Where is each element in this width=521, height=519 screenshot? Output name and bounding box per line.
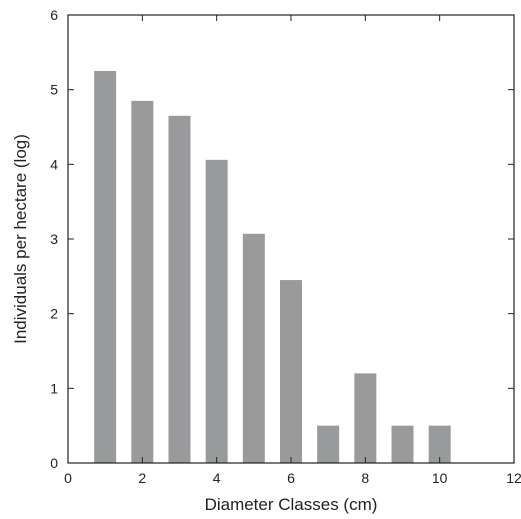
y-tick-label: 0 xyxy=(50,455,58,471)
x-axis-title: Diameter Classes (cm) xyxy=(205,495,378,514)
bar xyxy=(354,373,377,463)
x-tick-label: 0 xyxy=(64,470,72,486)
y-tick-label: 1 xyxy=(50,380,58,396)
bar xyxy=(391,425,414,463)
x-tick-label: 6 xyxy=(287,470,295,486)
bar xyxy=(280,280,302,463)
bar xyxy=(94,71,117,463)
bar xyxy=(242,233,265,463)
y-tick-label: 2 xyxy=(50,306,58,322)
bar xyxy=(168,115,191,464)
x-axis: 0 2 4 6 8 10 12 xyxy=(64,15,521,486)
bars-group xyxy=(94,71,451,464)
bar xyxy=(428,425,451,463)
y-axis-title: Individuals per hectare (log) xyxy=(11,134,30,344)
x-tick-label: 2 xyxy=(138,470,146,486)
y-axis: 0 1 2 3 4 5 6 xyxy=(50,7,514,471)
bar xyxy=(317,425,340,463)
y-tick-label: 5 xyxy=(50,82,58,98)
x-tick-label: 4 xyxy=(213,470,221,486)
y-tick-label: 6 xyxy=(50,7,58,23)
y-tick-label: 3 xyxy=(50,231,58,247)
x-tick-label: 10 xyxy=(432,470,448,486)
x-tick-label: 8 xyxy=(361,470,369,486)
bar xyxy=(131,100,154,463)
y-tick-label: 4 xyxy=(50,156,58,172)
bar xyxy=(205,159,228,463)
x-tick-label: 12 xyxy=(506,470,521,486)
